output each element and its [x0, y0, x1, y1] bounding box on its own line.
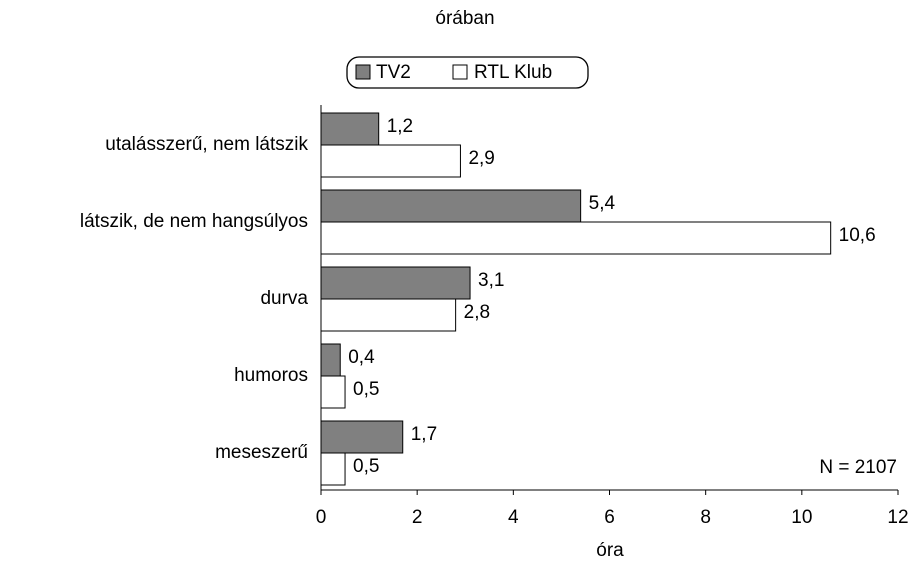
bar — [320, 112, 380, 146]
bar — [320, 144, 461, 178]
bar — [320, 343, 341, 377]
x-tick-label: 10 — [791, 507, 812, 528]
value-label: 1,2 — [387, 116, 413, 137]
value-label: 0,4 — [348, 347, 375, 368]
y-tick-label: durva — [260, 288, 308, 309]
y-tick-label: meseszerű — [215, 442, 308, 463]
y-tick-label: humoros — [234, 365, 308, 386]
legend-swatch — [355, 64, 371, 80]
value-label: 2,9 — [468, 148, 494, 169]
legend-swatch — [452, 64, 468, 80]
value-label: 2,8 — [464, 302, 490, 323]
chart-subtitle: órában — [435, 8, 494, 29]
y-tick-label: utalásszerű, nem látszik — [105, 134, 308, 155]
value-label: 3,1 — [478, 270, 504, 291]
value-label: 10,6 — [839, 225, 876, 246]
x-tick-label: 0 — [316, 507, 327, 528]
bar — [320, 221, 832, 255]
bar — [320, 266, 471, 300]
value-label: 1,7 — [411, 424, 437, 445]
bar — [320, 189, 582, 223]
bar — [320, 298, 457, 332]
x-tick-label: 8 — [700, 507, 711, 528]
value-label: 0,5 — [353, 456, 379, 477]
x-axis-label: óra — [596, 540, 624, 561]
y-tick-label: látszik, de nem hangsúlyos — [80, 211, 308, 232]
legend-label: TV2 — [376, 62, 411, 83]
x-tick-label: 2 — [412, 507, 423, 528]
legend-box — [346, 56, 589, 89]
legend-label: RTL Klub — [474, 62, 552, 83]
bar — [320, 420, 404, 454]
value-label: 5,4 — [589, 193, 616, 214]
annotation: N = 2107 — [819, 457, 897, 478]
bar — [320, 452, 346, 486]
x-tick-label: 6 — [604, 507, 615, 528]
value-label: 0,5 — [353, 379, 379, 400]
bar — [320, 375, 346, 409]
x-tick-label: 4 — [508, 507, 519, 528]
x-tick-label: 12 — [887, 507, 908, 528]
